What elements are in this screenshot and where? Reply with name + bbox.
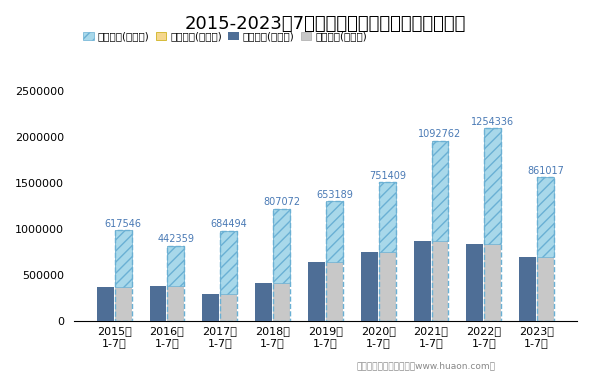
- Bar: [220, 231, 237, 321]
- Text: 617546: 617546: [105, 219, 141, 229]
- Bar: [115, 230, 131, 321]
- Bar: [308, 262, 325, 321]
- Text: 1254336: 1254336: [471, 117, 514, 127]
- Bar: [255, 283, 272, 321]
- Bar: [96, 287, 114, 321]
- Bar: [168, 246, 184, 286]
- Text: 1092762: 1092762: [419, 129, 462, 139]
- Title: 2015-2023年7月重庆西永综合保税区进出口差额: 2015-2023年7月重庆西永综合保税区进出口差额: [185, 15, 466, 33]
- Text: 807072: 807072: [263, 197, 300, 207]
- Bar: [379, 182, 395, 321]
- Bar: [273, 209, 290, 283]
- Bar: [519, 257, 536, 321]
- Bar: [466, 244, 483, 321]
- Bar: [537, 177, 554, 321]
- Text: 653189: 653189: [316, 190, 353, 200]
- Bar: [414, 241, 430, 321]
- Bar: [220, 231, 237, 294]
- Text: 684494: 684494: [210, 219, 247, 229]
- Text: 751409: 751409: [369, 171, 406, 181]
- Bar: [273, 209, 290, 321]
- Bar: [432, 141, 449, 241]
- Bar: [115, 230, 131, 287]
- Bar: [150, 286, 166, 321]
- Bar: [168, 246, 184, 321]
- Bar: [326, 202, 343, 321]
- Bar: [379, 182, 395, 321]
- Bar: [115, 230, 131, 321]
- Bar: [537, 177, 554, 257]
- Text: 861017: 861017: [527, 166, 564, 176]
- Text: 442359: 442359: [157, 234, 194, 244]
- Bar: [326, 202, 343, 321]
- Bar: [484, 128, 501, 321]
- Bar: [484, 128, 501, 321]
- Text: 制图：华经产业研究院（www.huaon.com）: 制图：华经产业研究院（www.huaon.com）: [357, 361, 496, 370]
- Bar: [202, 294, 219, 321]
- Bar: [361, 252, 378, 321]
- Bar: [484, 128, 501, 244]
- Bar: [220, 231, 237, 321]
- Bar: [273, 209, 290, 321]
- Legend: 贸易顺差(万美元), 贸易逆差(万美元), 进口总额(万美元), 出口总额(万美元): 贸易顺差(万美元), 贸易逆差(万美元), 进口总额(万美元), 出口总额(万美…: [79, 27, 371, 46]
- Bar: [537, 177, 554, 321]
- Bar: [432, 141, 449, 321]
- Bar: [432, 141, 449, 321]
- Bar: [168, 246, 184, 321]
- Bar: [326, 202, 343, 262]
- Bar: [379, 182, 395, 252]
